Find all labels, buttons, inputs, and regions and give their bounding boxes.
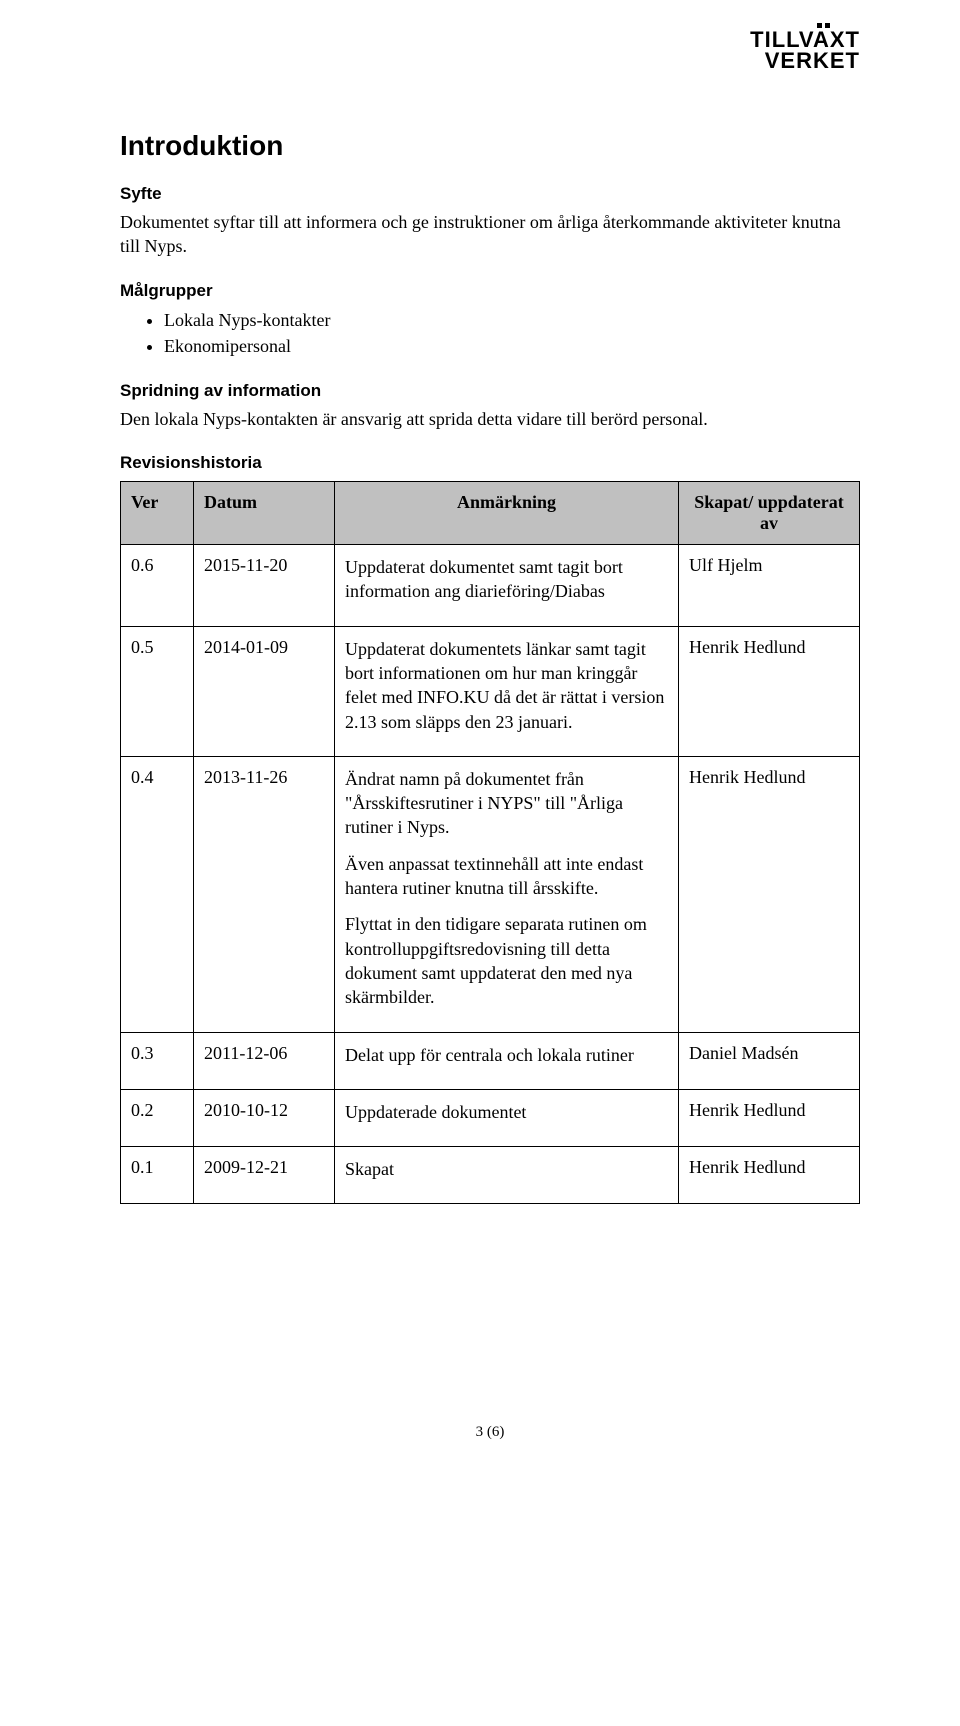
- page: TILLVAXT VERKET Introduktion Syfte Dokum…: [0, 0, 960, 1501]
- list-item: Ekonomipersonal: [164, 333, 860, 359]
- cell-ver: 0.3: [121, 1032, 194, 1089]
- table-row: 0.32011-12-06 Delat upp för centrala och …: [121, 1032, 860, 1089]
- cell-datum: 2013-11-26: [194, 756, 335, 1032]
- anm-paragraph: Även anpassat textinnehåll att inte enda…: [345, 852, 668, 901]
- cell-datum: 2009-12-21: [194, 1147, 335, 1204]
- anm-paragraph: Uppdaterade dokumentet: [345, 1100, 668, 1124]
- page-footer: 3 (6): [120, 1424, 860, 1441]
- table-row: 0.12009-12-21 Skapat Henrik Hedlund: [121, 1147, 860, 1204]
- syfte-body: Dokumentet syftar till att informera och…: [120, 210, 860, 259]
- cell-anmarkning: Skapat: [335, 1147, 679, 1204]
- cell-datum: 2015-11-20: [194, 545, 335, 627]
- cell-ver: 0.1: [121, 1147, 194, 1204]
- revision-tbody: 0.62015-11-20Uppdaterat dokumentet samt …: [121, 545, 860, 1204]
- logo-line2: VERKET: [750, 51, 860, 72]
- anm-paragraph: Ändrat namn på dokumentet från "Årsskift…: [345, 767, 668, 840]
- heading-spridning: Spridning av information: [120, 381, 860, 401]
- anm-paragraph: Delat upp för centrala och lokala rutine…: [345, 1043, 668, 1067]
- cell-skapat: Henrik Hedlund: [679, 1089, 860, 1146]
- cell-anmarkning: Uppdaterat dokumentets länkar samt tagit…: [335, 626, 679, 756]
- spridning-body: Den lokala Nyps-kontakten är ansvarig at…: [120, 407, 860, 431]
- cell-anmarkning: Uppdaterat dokumentet samt tagit bort in…: [335, 545, 679, 627]
- heading-introduktion: Introduktion: [120, 130, 860, 162]
- cell-ver: 0.2: [121, 1089, 194, 1146]
- col-datum: Datum: [194, 482, 335, 545]
- cell-ver: 0.5: [121, 626, 194, 756]
- table-row: 0.22010-10-12 Uppdaterade dokumentet Henri…: [121, 1089, 860, 1146]
- anm-paragraph: Uppdaterat dokumentets länkar samt tagit…: [345, 637, 668, 734]
- logo: TILLVAXT VERKET: [750, 30, 860, 72]
- col-ver: Ver: [121, 482, 194, 545]
- malgrupper-list: Lokala Nyps-kontakter Ekonomipersonal: [120, 307, 860, 359]
- anm-paragraph: Uppdaterat dokumentet samt tagit bort in…: [345, 555, 668, 604]
- cell-skapat: Daniel Madsén: [679, 1032, 860, 1089]
- cell-anmarkning: Ändrat namn på dokumentet från "Årsskift…: [335, 756, 679, 1032]
- revision-table: Ver Datum Anmärkning Skapat/ uppdaterat …: [120, 481, 860, 1204]
- heading-revision: Revisionshistoria: [120, 453, 860, 473]
- cell-anmarkning: Delat upp för centrala och lokala rutine…: [335, 1032, 679, 1089]
- cell-ver: 0.4: [121, 756, 194, 1032]
- list-item: Lokala Nyps-kontakter: [164, 307, 860, 333]
- cell-ver: 0.6: [121, 545, 194, 627]
- cell-skapat: Henrik Hedlund: [679, 756, 860, 1032]
- cell-anmarkning: Uppdaterade dokumentet: [335, 1089, 679, 1146]
- cell-skapat: Henrik Hedlund: [679, 1147, 860, 1204]
- cell-datum: 2014-01-09: [194, 626, 335, 756]
- heading-malgrupper: Målgrupper: [120, 281, 860, 301]
- table-row: 0.62015-11-20Uppdaterat dokumentet samt …: [121, 545, 860, 627]
- cell-skapat: Ulf Hjelm: [679, 545, 860, 627]
- cell-datum: 2011-12-06: [194, 1032, 335, 1089]
- table-row: 0.52014-01-09Uppdaterat dokumentets länk…: [121, 626, 860, 756]
- col-anmarkning: Anmärkning: [335, 482, 679, 545]
- table-row: 0.42013-11-26Ändrat namn på dokumentet f…: [121, 756, 860, 1032]
- heading-syfte: Syfte: [120, 184, 860, 204]
- table-header-row: Ver Datum Anmärkning Skapat/ uppdaterat …: [121, 482, 860, 545]
- anm-paragraph: Skapat: [345, 1157, 668, 1181]
- col-skapat: Skapat/ uppdaterat av: [679, 482, 860, 545]
- cell-datum: 2010-10-12: [194, 1089, 335, 1146]
- anm-paragraph: Flyttat in den tidigare separata rutinen…: [345, 912, 668, 1009]
- cell-skapat: Henrik Hedlund: [679, 626, 860, 756]
